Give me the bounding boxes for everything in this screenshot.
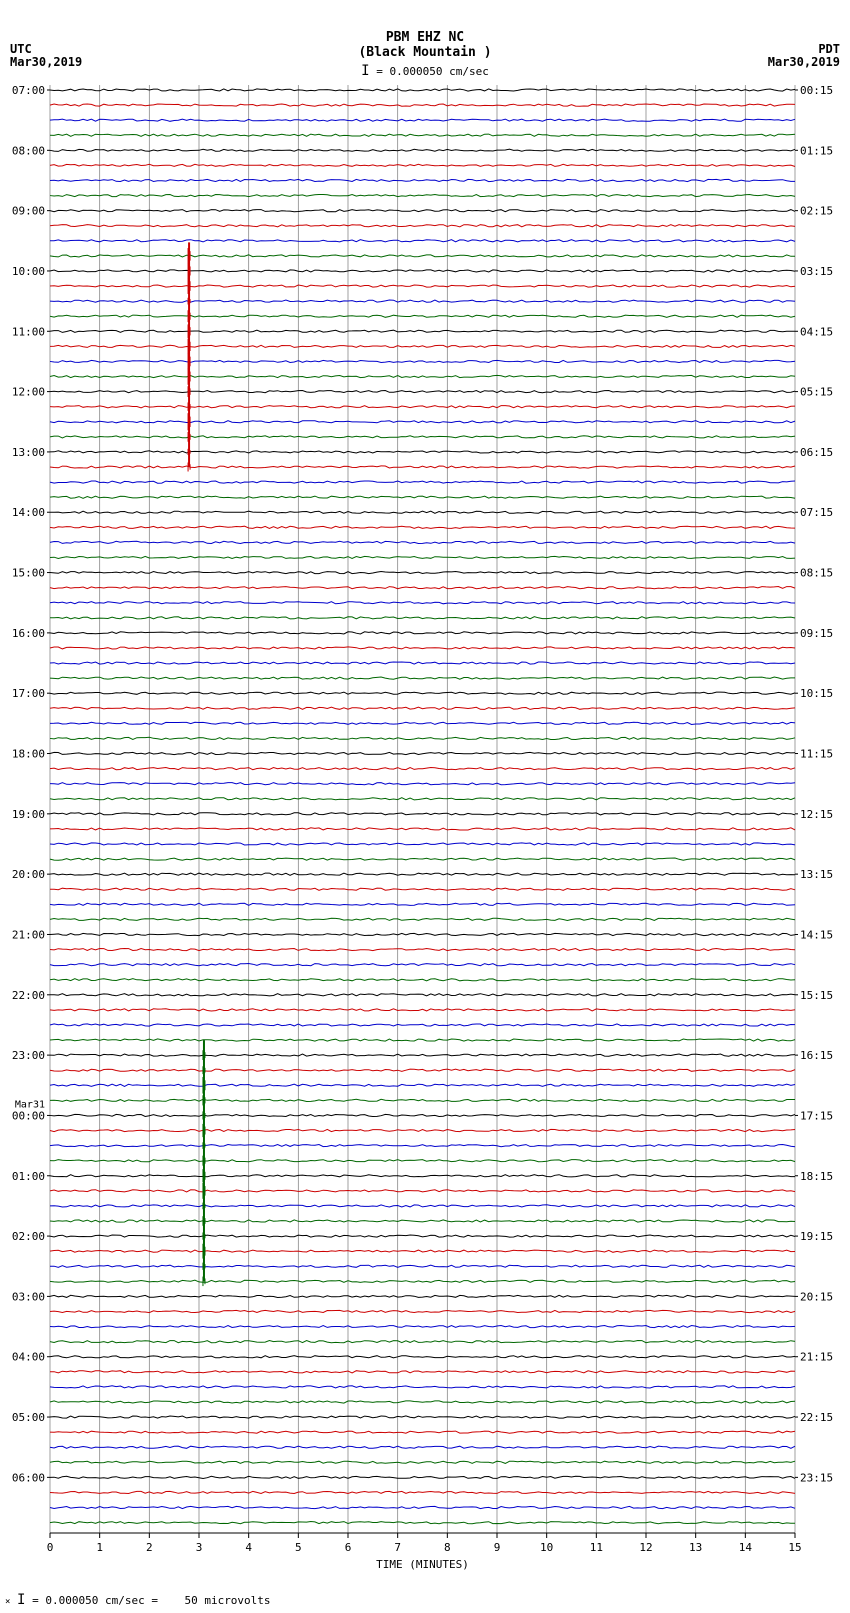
svg-text:09:00: 09:00 <box>12 205 45 218</box>
svg-text:18:00: 18:00 <box>12 748 45 761</box>
footer-scale: × I = 0.000050 cm/sec = 50 microvolts <box>5 1592 271 1608</box>
svg-text:1: 1 <box>96 1541 103 1554</box>
svg-text:19:00: 19:00 <box>12 808 45 821</box>
svg-text:20:00: 20:00 <box>12 868 45 881</box>
svg-text:03:15: 03:15 <box>800 265 833 278</box>
svg-text:14:15: 14:15 <box>800 928 833 941</box>
svg-text:18:15: 18:15 <box>800 1170 833 1183</box>
svg-text:23:00: 23:00 <box>12 1049 45 1062</box>
svg-text:13: 13 <box>689 1541 702 1554</box>
svg-text:22:00: 22:00 <box>12 989 45 1002</box>
svg-text:04:00: 04:00 <box>12 1351 45 1364</box>
svg-text:10:00: 10:00 <box>12 265 45 278</box>
svg-text:10:15: 10:15 <box>800 687 833 700</box>
svg-text:10: 10 <box>540 1541 553 1554</box>
svg-text:16:00: 16:00 <box>12 627 45 640</box>
svg-text:3: 3 <box>196 1541 203 1554</box>
svg-text:11:15: 11:15 <box>800 748 833 761</box>
svg-text:06:15: 06:15 <box>800 446 833 459</box>
seismogram-container: UTC Mar30,2019 PBM EHZ NC (Black Mountai… <box>0 0 850 1613</box>
svg-text:12:00: 12:00 <box>12 386 45 399</box>
svg-text:0: 0 <box>47 1541 54 1554</box>
svg-text:19:15: 19:15 <box>800 1230 833 1243</box>
svg-text:04:15: 04:15 <box>800 325 833 338</box>
svg-text:05:15: 05:15 <box>800 386 833 399</box>
svg-text:17:15: 17:15 <box>800 1109 833 1122</box>
svg-text:07:00: 07:00 <box>12 84 45 97</box>
svg-text:6: 6 <box>345 1541 352 1554</box>
svg-text:14: 14 <box>739 1541 753 1554</box>
svg-text:15:00: 15:00 <box>12 567 45 580</box>
svg-text:16:15: 16:15 <box>800 1049 833 1062</box>
svg-text:7: 7 <box>394 1541 401 1554</box>
seismogram-svg: 0123456789101112131415TIME (MINUTES)07:0… <box>0 0 850 1613</box>
svg-text:09:15: 09:15 <box>800 627 833 640</box>
svg-text:00:00: 00:00 <box>12 1109 45 1122</box>
svg-text:21:00: 21:00 <box>12 928 45 941</box>
svg-text:08:15: 08:15 <box>800 567 833 580</box>
svg-text:01:00: 01:00 <box>12 1170 45 1183</box>
svg-text:5: 5 <box>295 1541 302 1554</box>
svg-text:14:00: 14:00 <box>12 506 45 519</box>
svg-text:13:15: 13:15 <box>800 868 833 881</box>
svg-text:9: 9 <box>494 1541 501 1554</box>
svg-text:TIME (MINUTES): TIME (MINUTES) <box>376 1558 469 1571</box>
svg-text:8: 8 <box>444 1541 451 1554</box>
svg-text:00:15: 00:15 <box>800 84 833 97</box>
svg-text:20:15: 20:15 <box>800 1290 833 1303</box>
svg-text:08:00: 08:00 <box>12 144 45 157</box>
svg-text:4: 4 <box>245 1541 252 1554</box>
svg-text:12: 12 <box>639 1541 652 1554</box>
svg-text:06:00: 06:00 <box>12 1471 45 1484</box>
svg-text:17:00: 17:00 <box>12 687 45 700</box>
svg-text:22:15: 22:15 <box>800 1411 833 1424</box>
svg-text:07:15: 07:15 <box>800 506 833 519</box>
svg-text:11: 11 <box>590 1541 603 1554</box>
svg-text:03:00: 03:00 <box>12 1290 45 1303</box>
svg-text:02:00: 02:00 <box>12 1230 45 1243</box>
svg-text:15:15: 15:15 <box>800 989 833 1002</box>
svg-text:12:15: 12:15 <box>800 808 833 821</box>
svg-text:02:15: 02:15 <box>800 205 833 218</box>
svg-text:2: 2 <box>146 1541 153 1554</box>
svg-text:01:15: 01:15 <box>800 144 833 157</box>
svg-text:05:00: 05:00 <box>12 1411 45 1424</box>
svg-text:13:00: 13:00 <box>12 446 45 459</box>
svg-text:11:00: 11:00 <box>12 325 45 338</box>
svg-text:21:15: 21:15 <box>800 1351 833 1364</box>
svg-text:23:15: 23:15 <box>800 1471 833 1484</box>
svg-text:15: 15 <box>788 1541 801 1554</box>
